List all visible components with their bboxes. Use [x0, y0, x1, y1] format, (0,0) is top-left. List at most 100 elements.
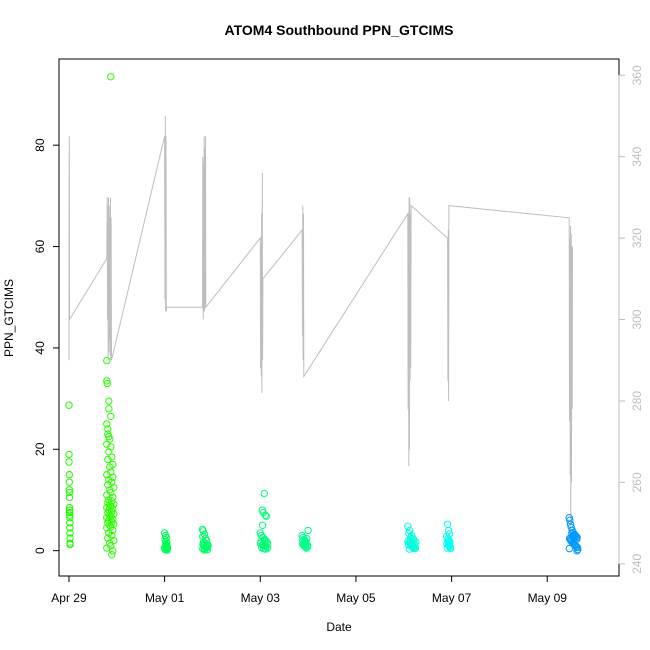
data-point — [66, 524, 74, 532]
data-point — [103, 470, 111, 479]
y2-tick-label: 360 — [630, 65, 644, 85]
data-point — [442, 532, 451, 541]
data-point — [65, 508, 74, 517]
data-point — [303, 534, 311, 543]
data-point — [204, 541, 212, 549]
data-point — [103, 356, 111, 365]
data-point — [412, 538, 420, 546]
data-point — [258, 541, 267, 549]
data-point — [65, 478, 74, 486]
data-point — [65, 503, 74, 512]
point-layer — [65, 73, 582, 559]
data-point — [263, 540, 271, 548]
data-point — [261, 511, 269, 519]
line-series — [68, 115, 573, 544]
data-point — [108, 478, 116, 486]
data-point — [65, 486, 74, 494]
data-point — [108, 453, 116, 461]
y2-tick-label: 300 — [630, 309, 644, 329]
data-point — [566, 516, 574, 524]
data-point — [410, 539, 419, 548]
x-tick-label: May 01 — [145, 591, 185, 605]
data-point — [262, 512, 270, 520]
data-point — [109, 473, 117, 481]
data-point — [103, 524, 111, 532]
data-point — [104, 534, 112, 542]
data-point — [65, 401, 73, 409]
data-point — [65, 511, 74, 519]
data-point — [65, 493, 74, 502]
axis-layer: Apr 29 May 01 May 03 May 05 May 07 May 09 0 20 4… — [33, 65, 644, 605]
y2-tick-label: 260 — [630, 472, 644, 492]
data-point — [65, 488, 74, 497]
data-point — [65, 506, 74, 514]
data-point — [258, 521, 267, 529]
data-point — [304, 526, 312, 535]
data-point — [104, 425, 112, 433]
data-point — [66, 529, 74, 537]
y2-tick-label: 240 — [630, 553, 644, 573]
data-point — [65, 470, 74, 479]
data-point — [573, 535, 581, 543]
data-point — [103, 491, 111, 499]
data-point — [103, 379, 111, 388]
data-point — [406, 526, 414, 535]
data-point — [200, 546, 209, 554]
x-axis-label: Date — [326, 620, 352, 634]
data-point — [103, 377, 111, 385]
data-point — [446, 544, 455, 553]
x-tick-label: Apr 29 — [51, 591, 87, 605]
data-point — [257, 537, 265, 546]
data-point — [573, 547, 581, 555]
data-point — [107, 443, 115, 451]
data-point — [574, 545, 582, 554]
data-point — [103, 440, 111, 448]
data-point — [66, 514, 74, 522]
data-point — [105, 397, 113, 405]
data-point — [199, 527, 207, 535]
data-point — [107, 412, 115, 420]
data-point — [109, 547, 117, 555]
data-point — [163, 544, 172, 552]
y-tick-label: 40 — [33, 341, 47, 355]
data-point — [260, 489, 268, 498]
data-point — [104, 455, 112, 464]
y-tick-label: 60 — [33, 240, 47, 254]
y2-tick-label: 340 — [630, 146, 644, 166]
data-point — [103, 544, 111, 552]
data-point — [565, 544, 573, 553]
data-point — [65, 458, 73, 466]
y-tick-label: 20 — [33, 442, 47, 456]
data-point — [66, 540, 74, 549]
data-point — [66, 519, 74, 527]
data-point — [446, 540, 454, 549]
data-point — [107, 73, 115, 81]
data-point — [109, 526, 117, 535]
x-tick-label: May 05 — [336, 591, 376, 605]
data-point — [65, 450, 73, 459]
data-point — [106, 463, 114, 471]
data-point — [105, 405, 113, 413]
data-point — [107, 488, 115, 497]
data-point — [304, 541, 312, 550]
data-point — [162, 533, 171, 542]
y-axis-label: PPN_GTCIMS — [2, 279, 16, 357]
plot-border — [58, 58, 620, 577]
data-point — [404, 522, 412, 530]
data-point — [107, 468, 115, 476]
x-tick-label: May 09 — [528, 591, 568, 605]
y2-tick-label: 320 — [630, 228, 644, 248]
data-point — [104, 481, 112, 489]
data-point — [107, 541, 115, 550]
data-point — [103, 420, 111, 428]
data-point — [108, 551, 116, 559]
y2-tick-label: 280 — [630, 391, 644, 411]
x-tick-label: May 07 — [432, 591, 472, 605]
x-tick-label: May 03 — [241, 591, 281, 605]
y-tick-label: 0 — [33, 547, 47, 554]
chart-title: ATOM4 Southbound PPN_GTCIMS — [225, 22, 454, 38]
y-tick-label: 80 — [33, 138, 47, 152]
line-layer — [68, 115, 573, 544]
data-point — [108, 531, 116, 540]
